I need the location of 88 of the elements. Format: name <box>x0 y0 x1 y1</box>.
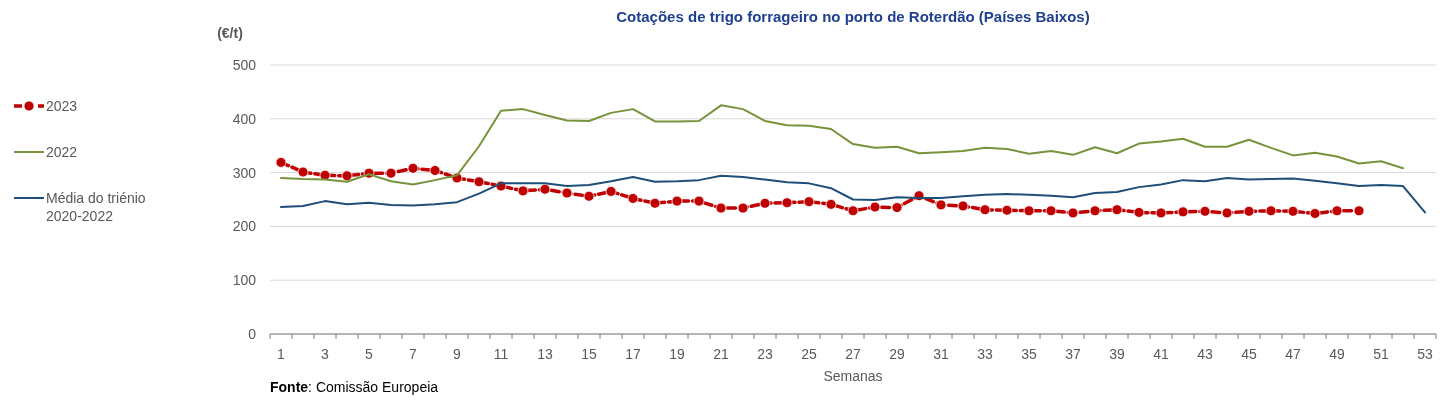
x-tick-label: 33 <box>977 346 993 362</box>
x-tick-label: 11 <box>493 346 509 362</box>
x-tick-label: 37 <box>1065 346 1081 362</box>
point <box>737 202 749 214</box>
point <box>1045 205 1057 217</box>
x-tick-label: 51 <box>1373 346 1389 362</box>
point <box>605 186 617 197</box>
x-tick-label: 53 <box>1417 346 1433 362</box>
point <box>1089 205 1101 217</box>
point <box>1265 205 1277 217</box>
x-tick-label: 19 <box>669 346 685 362</box>
point <box>539 183 551 195</box>
point <box>1243 205 1255 217</box>
x-tick-label: 29 <box>889 346 905 362</box>
source-note: Fonte: Comissão Europeia <box>270 379 439 395</box>
point <box>1287 205 1299 217</box>
y-tick-label: 200 <box>232 218 257 235</box>
chart-title: Cotações de trigo forrageiro no porto de Roterdão (Países Baixos) <box>616 8 1090 25</box>
point <box>1067 207 1079 219</box>
x-tick-label: 1 <box>277 346 286 362</box>
point <box>561 187 573 199</box>
x-tick-label: 25 <box>801 346 817 362</box>
x-tick-label: 49 <box>1329 346 1345 362</box>
x-tick-label: 23 <box>757 346 773 362</box>
point <box>297 166 309 178</box>
line-series <box>280 174 1426 214</box>
point <box>759 197 771 209</box>
x-tick-label: 43 <box>1197 346 1213 362</box>
point <box>847 205 859 217</box>
point <box>693 195 705 207</box>
line-series <box>280 104 1404 186</box>
x-tick-label: 5 <box>365 346 374 362</box>
point <box>385 167 397 179</box>
x-tick-label: 35 <box>1021 346 1037 362</box>
y-tick-label: 500 <box>232 57 257 73</box>
point <box>1023 205 1035 217</box>
x-tick-label: 47 <box>1285 346 1301 362</box>
point <box>517 185 529 197</box>
point <box>1309 208 1321 219</box>
point <box>473 176 485 188</box>
point <box>715 202 727 214</box>
x-tick-label: 17 <box>625 346 641 362</box>
point <box>1331 205 1343 217</box>
point <box>1133 207 1145 218</box>
x-tick-label: 9 <box>453 346 462 362</box>
y-tick-label: 0 <box>248 326 257 342</box>
point <box>803 196 815 208</box>
x-tick-label: 31 <box>933 346 949 362</box>
point <box>429 165 441 176</box>
point <box>957 200 969 212</box>
point <box>1155 207 1167 219</box>
point <box>869 201 881 213</box>
point <box>891 202 903 213</box>
point <box>407 162 419 174</box>
point <box>1001 204 1013 216</box>
point <box>275 156 287 168</box>
point <box>781 197 793 209</box>
legend-label: 2023 <box>46 98 78 114</box>
point <box>1199 205 1211 217</box>
point <box>825 198 837 210</box>
x-tick-label: 7 <box>409 346 418 362</box>
x-tick-label: 41 <box>1153 346 1169 362</box>
x-axis-title: Semanas <box>823 368 883 384</box>
point <box>627 193 639 204</box>
point <box>649 197 661 209</box>
y-tick-label: 400 <box>232 110 257 127</box>
x-tick-label: 27 <box>845 346 861 362</box>
point <box>1221 207 1233 219</box>
point <box>341 170 353 182</box>
legend-label: Média do triénio 2020-2022 <box>46 190 146 224</box>
y-tick-label: 100 <box>232 272 257 289</box>
point <box>935 199 947 211</box>
legend-label: 2022 <box>46 144 78 160</box>
x-tick-label: 3 <box>321 346 330 362</box>
point <box>671 195 683 207</box>
point <box>979 204 991 216</box>
x-tick-label: 21 <box>713 346 729 362</box>
point <box>1111 204 1123 216</box>
x-tick-label: 13 <box>537 346 553 362</box>
x-tick-label: 15 <box>581 346 597 362</box>
point <box>1177 206 1189 218</box>
x-tick-label: 39 <box>1109 346 1125 362</box>
point <box>319 169 331 181</box>
point <box>583 190 595 202</box>
x-tick-label: 45 <box>1241 346 1257 362</box>
y-tick-label: 300 <box>232 164 257 181</box>
y-axis-title: (€/t) <box>217 25 243 41</box>
point <box>1353 205 1365 217</box>
